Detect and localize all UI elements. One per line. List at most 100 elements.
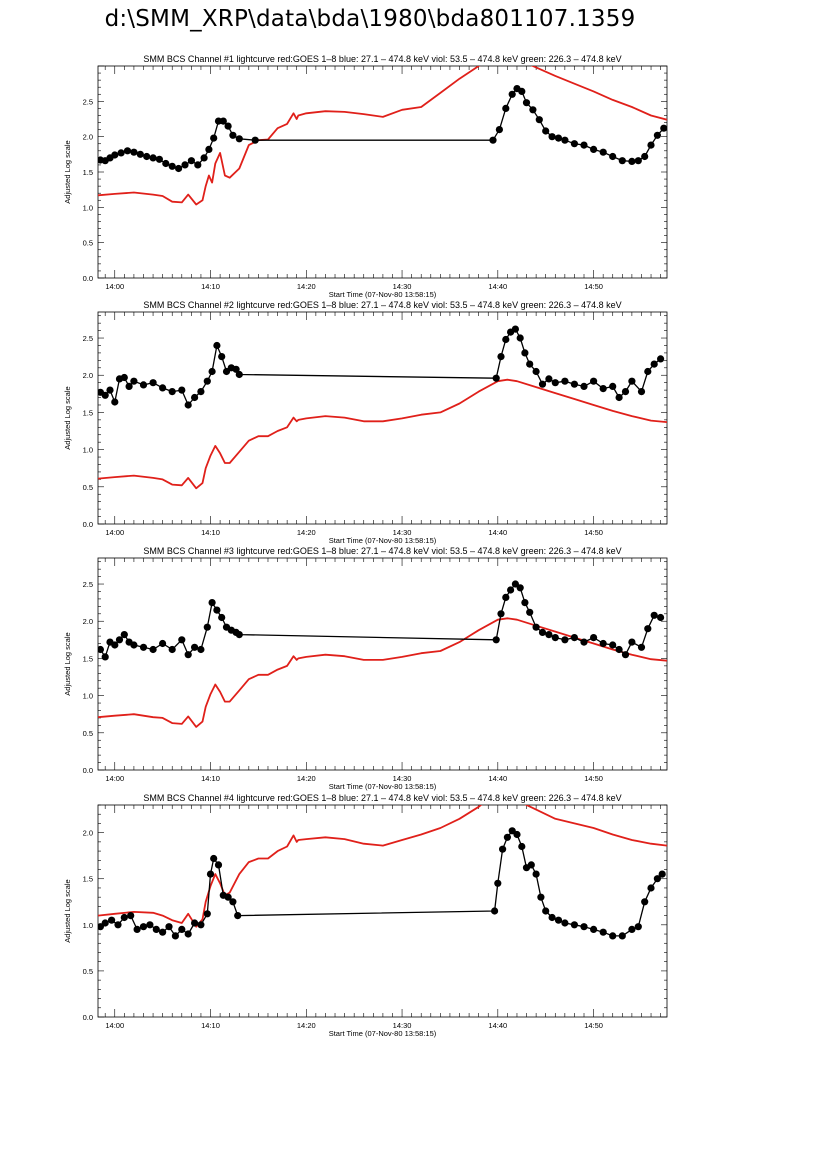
bcs-data-point bbox=[139, 923, 148, 931]
bcs-series-line bbox=[100, 87, 665, 170]
bcs-data-point bbox=[152, 925, 160, 934]
bcs-data-point bbox=[184, 651, 192, 659]
bcs-data-point bbox=[657, 355, 665, 363]
bcs-data-point bbox=[117, 149, 125, 157]
bcs-data-point bbox=[127, 912, 135, 920]
plot-frame bbox=[97, 804, 668, 1018]
bcs-data-point bbox=[489, 136, 497, 144]
bcs-data-point bbox=[545, 631, 553, 639]
bcs-data-point bbox=[641, 898, 649, 906]
bcs-data-point bbox=[628, 638, 636, 646]
bcs-data-point bbox=[518, 842, 526, 851]
bcs-series-line bbox=[99, 583, 661, 658]
bcs-data-point bbox=[149, 379, 157, 387]
bcs-data-point bbox=[502, 104, 510, 112]
bcs-data-point bbox=[171, 932, 179, 940]
plot-frame bbox=[97, 557, 668, 771]
bcs-data-point bbox=[175, 164, 183, 173]
bcs-data-point bbox=[229, 131, 237, 139]
bcs-data-point bbox=[644, 367, 652, 376]
bcs-data-point bbox=[130, 641, 138, 649]
bcs-data-point bbox=[210, 854, 218, 863]
bcs-data-point bbox=[650, 360, 658, 368]
y-tick-label: 1.5 bbox=[83, 654, 93, 663]
bcs-data-point bbox=[184, 930, 192, 938]
bcs-series-line bbox=[100, 328, 662, 406]
bcs-data-point bbox=[641, 152, 649, 161]
bcs-data-point bbox=[548, 133, 556, 141]
bcs-data-point bbox=[609, 932, 617, 940]
bcs-data-point bbox=[570, 634, 579, 642]
bcs-data-point bbox=[101, 653, 109, 661]
bcs-data-point bbox=[115, 636, 124, 644]
bcs-data-point bbox=[618, 157, 626, 165]
bcs-data-point bbox=[590, 145, 598, 153]
bcs-data-point bbox=[628, 925, 636, 934]
bcs-data-point bbox=[615, 393, 623, 402]
y-tick-label: 1.0 bbox=[83, 692, 93, 701]
x-tick-label: 14:40 bbox=[488, 1021, 507, 1030]
bcs-data-point bbox=[590, 925, 598, 934]
bcs-data-point bbox=[621, 651, 630, 659]
bcs-data-point bbox=[609, 641, 617, 649]
bcs-data-point bbox=[647, 884, 655, 892]
bcs-data-point bbox=[570, 921, 579, 929]
bcs-data-point bbox=[653, 875, 662, 883]
bcs-data-point bbox=[551, 634, 559, 642]
bcs-data-point bbox=[599, 148, 607, 156]
bcs-data-point bbox=[214, 861, 223, 869]
bcs-data-point bbox=[197, 645, 205, 654]
y-tick-label: 2.0 bbox=[83, 371, 93, 380]
bcs-data-point bbox=[168, 388, 176, 396]
y-axis-label: Adjusted Log scale bbox=[63, 879, 72, 942]
bcs-data-point bbox=[521, 599, 529, 607]
bcs-data-point bbox=[621, 388, 630, 396]
bcs-data-point bbox=[526, 608, 534, 616]
x-tick-label: 14:10 bbox=[201, 282, 220, 291]
bcs-data-point bbox=[203, 910, 211, 918]
y-tick-label: 0.0 bbox=[83, 766, 93, 775]
bcs-data-point bbox=[507, 586, 515, 594]
bcs-data-point bbox=[203, 623, 211, 631]
bcs-data-point bbox=[538, 380, 547, 388]
x-axis-label: Start Time (07-Nov-80 13:58:15) bbox=[329, 782, 437, 791]
y-tick-label: 1.5 bbox=[83, 875, 93, 884]
bcs-data-point bbox=[197, 388, 205, 396]
bcs-data-point bbox=[508, 90, 516, 98]
bcs-data-point bbox=[521, 349, 529, 357]
x-axis-label: Start Time (07-Nov-80 13:58:15) bbox=[329, 290, 437, 299]
bcs-data-point bbox=[178, 636, 186, 644]
bcs-data-point bbox=[133, 925, 141, 934]
x-tick-label: 14:50 bbox=[584, 528, 603, 537]
bcs-data-point bbox=[511, 325, 519, 333]
chart-title: SMM BCS Channel #1 lightcurve red:GOES 1… bbox=[143, 54, 621, 64]
bcs-data-point bbox=[213, 341, 221, 350]
bcs-data-point bbox=[529, 106, 537, 114]
y-tick-label: 2.5 bbox=[83, 97, 93, 106]
bcs-data-point bbox=[492, 636, 500, 644]
goes-series-line bbox=[98, 66, 667, 206]
bcs-data-point bbox=[206, 870, 215, 878]
bcs-data-point bbox=[644, 625, 652, 633]
bcs-data-point bbox=[125, 382, 133, 390]
bcs-data-point bbox=[123, 147, 132, 155]
bcs-data-point bbox=[191, 643, 199, 651]
y-tick-label: 1.0 bbox=[83, 446, 93, 455]
bcs-data-point bbox=[149, 645, 157, 654]
bcs-data-point bbox=[139, 381, 148, 389]
chart-panel-2: SMM BCS Channel #2 lightcurve red:GOES 1… bbox=[63, 300, 668, 545]
bcs-data-point bbox=[178, 925, 186, 934]
y-tick-label: 2.0 bbox=[83, 133, 93, 142]
bcs-data-point bbox=[542, 127, 550, 135]
bcs-data-point bbox=[590, 634, 598, 642]
x-tick-label: 14:20 bbox=[297, 282, 316, 291]
y-tick-label: 0.5 bbox=[83, 239, 93, 248]
bcs-data-point bbox=[224, 893, 232, 901]
bcs-data-point bbox=[542, 907, 550, 915]
bcs-data-point bbox=[159, 639, 167, 648]
goes-series-line bbox=[98, 805, 667, 928]
x-tick-label: 14:00 bbox=[105, 282, 124, 291]
bcs-data-point bbox=[235, 135, 243, 143]
bcs-data-point bbox=[502, 335, 510, 344]
